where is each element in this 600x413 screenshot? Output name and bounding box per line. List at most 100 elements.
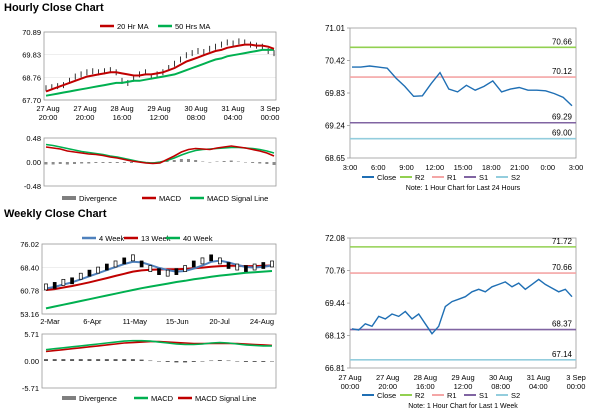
weekly-price-ytick: 68.40 — [20, 263, 39, 272]
hourly-macd-divergence-bar — [165, 161, 169, 162]
hourly-macd-divergence-bar — [208, 162, 212, 163]
weekly-price-candle — [174, 268, 179, 275]
weekly-macd-line — [45, 339, 272, 351]
hourly-price-xtick: 27 Aug — [73, 104, 96, 113]
hourly-macd-divergence-bar — [215, 161, 219, 162]
hourly-macd-divergence-bar — [236, 161, 240, 162]
weekly-price-ytick: 60.78 — [20, 287, 39, 296]
weekly-pivot-note: Note: 1 Hour Chart for Last 1 Week — [408, 403, 518, 410]
hourly-price-xtick: 31 Aug — [221, 104, 244, 113]
hourly-macd-ytick: 0.48 — [26, 134, 41, 143]
weekly-pivot-close-line — [351, 278, 573, 335]
hourly-pivot-xtick: 15:00 — [454, 163, 473, 172]
weekly-price-xtick: 2-Mar — [40, 317, 60, 326]
weekly-price-candle — [44, 283, 48, 291]
weekly-pivot-ytick: 68.13 — [325, 331, 346, 340]
weekly-pivot-xtick: 31 Aug — [527, 373, 550, 382]
weekly-pivot-level-r1-label: 70.66 — [552, 263, 573, 272]
hourly-pivot-legend-label: R1 — [447, 173, 457, 182]
weekly-macd-legend-label: MACD Signal Line — [195, 394, 256, 403]
weekly-section-title: Weekly Close Chart — [4, 208, 107, 220]
weekly-macd-ytick: 5.71 — [24, 330, 39, 339]
weekly-macd-divergence-bar — [122, 359, 127, 361]
weekly-price-xtick: 20-Jul — [209, 317, 230, 326]
hourly-pivot-chart: 71.01 70.42 69.83 69.24 68.65 70.66 70.12 69.29… — [325, 24, 583, 192]
weekly-macd-ytick: 0.00 — [24, 357, 39, 366]
hourly-macd-divergence-bar — [222, 161, 226, 162]
weekly-40wk-ma-line — [45, 270, 273, 310]
weekly-macd-divergence-bar — [165, 361, 170, 362]
hourly-pivot-ytick: 69.83 — [325, 89, 346, 98]
hourly-macd-divergence-bar — [87, 162, 91, 164]
hourly-pivot-xtick: 3:00 — [343, 163, 358, 172]
hourly-macd-divergence-bar — [265, 162, 269, 164]
hourly-price-ytick: 70.89 — [22, 28, 41, 37]
weekly-price-candle — [104, 263, 109, 271]
weekly-pivot-legend-label: Close — [377, 391, 396, 400]
hourly-price-ytick: 67.70 — [22, 96, 41, 105]
hourly-macd-divergence-bar — [58, 162, 62, 164]
weekly-price-candle — [261, 262, 266, 269]
hourly-macd-divergence-bar — [108, 162, 112, 163]
hourly-price-chart: 70.89 69.83 68.76 67.70 20 Hr MA 50 Hrs MA 27 … — [22, 22, 280, 122]
hourly-macd-signal-line — [45, 143, 275, 164]
weekly-macd-ytick: -5.71 — [22, 384, 39, 393]
hourly-macd-divergence-bar — [44, 162, 48, 165]
weekly-price-legend-label: 13 Week — [141, 234, 171, 243]
weekly-macd-plot-frame — [41, 333, 277, 389]
hourly-price-ytick: 69.83 — [22, 51, 41, 60]
weekly-price-xtick: 6-Apr — [83, 317, 102, 326]
hourly-macd-divergence-bar — [187, 159, 190, 162]
hourly-pivot-xtick: 21:00 — [510, 163, 529, 172]
weekly-macd-divergence-bar — [148, 360, 153, 362]
weekly-macd-divergence-bar — [78, 359, 83, 361]
weekly-pivot-ytick: 66.81 — [325, 364, 346, 373]
hourly-macd-divergence-bar — [73, 162, 76, 164]
hourly-macd-divergence-bar — [115, 162, 119, 163]
hourly-price-xtick: 04:00 — [224, 113, 243, 122]
hourly-macd-legend-swatch — [62, 196, 76, 200]
hourly-pivot-ytick: 68.65 — [325, 154, 346, 163]
hourly-pivot-xtick: 6:00 — [371, 163, 386, 172]
hourly-pivot-legend-label: R2 — [415, 173, 425, 182]
weekly-macd-divergence-bar — [191, 361, 196, 362]
hourly-pivot-xtick: 18:00 — [482, 163, 501, 172]
hourly-macd-divergence-bar — [65, 162, 69, 165]
weekly-pivot-xtick: 29 Aug — [451, 373, 474, 382]
weekly-price-ytick: 53.16 — [20, 310, 39, 319]
weekly-pivot-xtick: 27 Aug — [338, 373, 361, 382]
hourly-macd-divergence-bar — [258, 162, 262, 164]
weekly-macd-divergence-bar — [70, 359, 75, 361]
weekly-price-candle — [200, 257, 205, 265]
weekly-price-chart: 76.02 68.40 60.78 53.16 4 Week 13 Week 40 Week… — [20, 234, 277, 326]
hourly-pivot-legend-label: S1 — [479, 173, 488, 182]
weekly-price-legend-label: 40 Week — [183, 234, 213, 243]
weekly-price-candle — [209, 254, 214, 262]
hourly-price-xtick: 16:00 — [113, 113, 132, 122]
weekly-pivot-xtick: 27 Aug — [376, 373, 399, 382]
hourly-section-title: Hourly Close Chart — [4, 2, 104, 14]
hourly-macd-ytick: -0.48 — [24, 182, 41, 191]
hourly-macd-divergence-bar — [80, 162, 84, 164]
hourly-pivot-close-line — [352, 65, 573, 107]
weekly-pivot-ytick: 69.44 — [325, 299, 346, 308]
hourly-price-xtick: 08:00 — [187, 113, 206, 122]
hourly-price-xtick: 29 Aug — [147, 104, 170, 113]
weekly-pivot-xtick: 20:00 — [378, 382, 397, 391]
hourly-pivot-level-r1-label: 70.12 — [552, 67, 573, 76]
weekly-price-candle — [226, 262, 231, 269]
hourly-macd-divergence-bar — [201, 161, 205, 162]
weekly-macd-divergence-bar — [270, 361, 274, 362]
weekly-macd-divergence-bar — [183, 361, 188, 363]
weekly-price-candle — [52, 282, 57, 289]
hourly-pivot-ytick: 70.42 — [325, 57, 346, 66]
hourly-macd-divergence-bar — [272, 162, 276, 165]
weekly-pivot-level-r2-label: 71.72 — [552, 237, 573, 246]
hourly-macd-divergence-bar — [244, 162, 247, 163]
weekly-price-candle — [165, 269, 170, 277]
weekly-pivot-ytick: 72.08 — [325, 234, 346, 243]
weekly-price-candle — [148, 265, 153, 272]
weekly-macd-divergence-bar — [96, 359, 101, 361]
weekly-price-xtick: 11-May — [123, 317, 148, 326]
weekly-4wk-ma-line — [45, 259, 273, 290]
